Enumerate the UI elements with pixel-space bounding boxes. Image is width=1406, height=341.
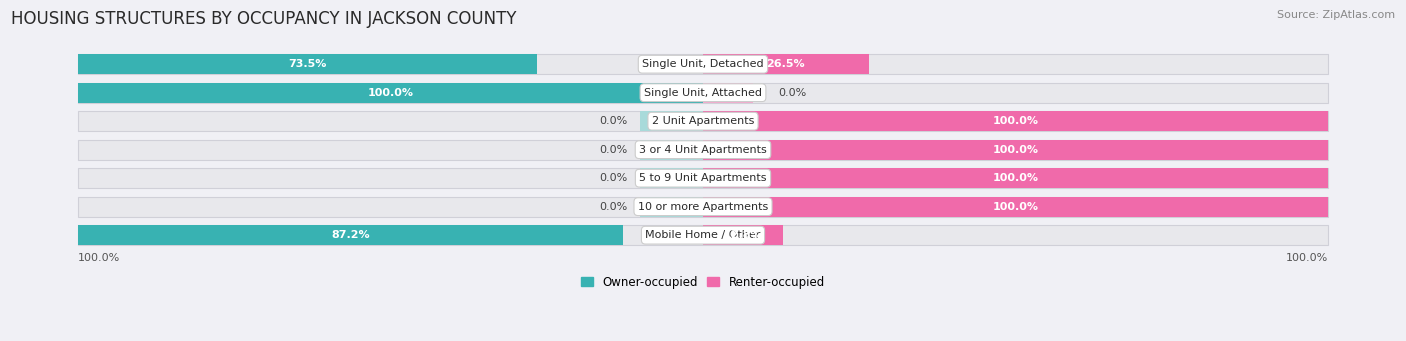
Text: 3 or 4 Unit Apartments: 3 or 4 Unit Apartments <box>640 145 766 155</box>
Text: 10 or more Apartments: 10 or more Apartments <box>638 202 768 212</box>
Text: Source: ZipAtlas.com: Source: ZipAtlas.com <box>1277 10 1395 20</box>
Text: 26.5%: 26.5% <box>766 59 806 69</box>
Bar <box>703 197 1329 217</box>
Text: 100.0%: 100.0% <box>993 202 1039 212</box>
Text: 12.8%: 12.8% <box>724 230 762 240</box>
Text: Single Unit, Detached: Single Unit, Detached <box>643 59 763 69</box>
Text: 100.0%: 100.0% <box>993 145 1039 155</box>
Bar <box>77 225 623 245</box>
Text: 100.0%: 100.0% <box>367 88 413 98</box>
Bar <box>703 168 1329 188</box>
Bar <box>703 140 1329 160</box>
Bar <box>77 225 1329 245</box>
Bar <box>703 225 783 245</box>
Bar <box>641 168 703 188</box>
Bar <box>77 168 1329 188</box>
Text: 100.0%: 100.0% <box>77 253 120 263</box>
Bar <box>77 140 1329 160</box>
Bar <box>77 111 1329 131</box>
Text: 100.0%: 100.0% <box>993 173 1039 183</box>
Bar <box>703 83 754 103</box>
Text: 0.0%: 0.0% <box>600 202 628 212</box>
Text: 87.2%: 87.2% <box>330 230 370 240</box>
Text: 0.0%: 0.0% <box>600 173 628 183</box>
Text: 100.0%: 100.0% <box>993 116 1039 126</box>
Text: Single Unit, Attached: Single Unit, Attached <box>644 88 762 98</box>
Text: 73.5%: 73.5% <box>288 59 326 69</box>
Bar <box>77 54 1329 74</box>
Text: 5 to 9 Unit Apartments: 5 to 9 Unit Apartments <box>640 173 766 183</box>
Text: 0.0%: 0.0% <box>600 145 628 155</box>
Legend: Owner-occupied, Renter-occupied: Owner-occupied, Renter-occupied <box>576 271 830 294</box>
Bar <box>703 111 1329 131</box>
Bar <box>77 83 1329 103</box>
Text: 0.0%: 0.0% <box>778 88 806 98</box>
Bar <box>77 54 537 74</box>
Text: 100.0%: 100.0% <box>1286 253 1329 263</box>
Text: HOUSING STRUCTURES BY OCCUPANCY IN JACKSON COUNTY: HOUSING STRUCTURES BY OCCUPANCY IN JACKS… <box>11 10 517 28</box>
Text: 0.0%: 0.0% <box>600 116 628 126</box>
Bar <box>641 111 703 131</box>
Bar <box>77 83 703 103</box>
Bar <box>641 197 703 217</box>
Text: Mobile Home / Other: Mobile Home / Other <box>645 230 761 240</box>
Text: 2 Unit Apartments: 2 Unit Apartments <box>652 116 754 126</box>
Bar <box>641 140 703 160</box>
Bar <box>703 54 869 74</box>
Bar <box>77 197 1329 217</box>
